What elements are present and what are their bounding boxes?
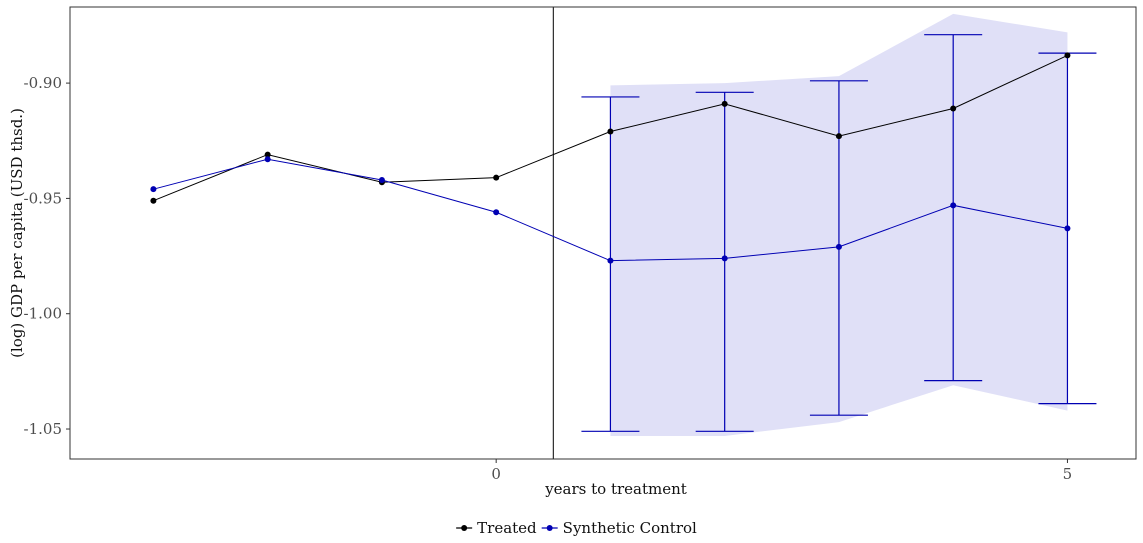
y-tick-label: -1.05: [24, 420, 62, 438]
data-point-synthetic-control: [493, 209, 500, 216]
x-tick-label: 0: [491, 465, 501, 483]
y-tick-label: -0.95: [24, 189, 62, 207]
y-tick-label: -1.00: [24, 305, 62, 323]
error-bar-layer: [581, 34, 1097, 432]
data-point-synthetic-control: [1064, 225, 1071, 232]
y-axis: -0.90 -0.95 -1.00 -1.05: [24, 74, 70, 438]
data-point-synthetic-control: [264, 156, 271, 163]
legend-key-point: [461, 525, 468, 531]
error-bar: [695, 91, 754, 432]
data-point-synthetic-control: [835, 243, 842, 250]
y-tick-label: -0.90: [24, 74, 62, 92]
data-point-synthetic-control: [150, 186, 157, 193]
y-axis-title: (log) GDP per capita (USD thsd.): [8, 108, 26, 358]
data-point-treated: [150, 197, 157, 204]
data-point-treated: [607, 128, 614, 135]
legend: Treated Synthetic Control: [456, 519, 697, 537]
data-point-synthetic-control: [378, 176, 385, 183]
x-tick-label: 5: [1063, 465, 1073, 483]
series-synthetic-control: [150, 156, 1071, 264]
plot-panel-border: [69, 6, 1137, 460]
series-layer: [150, 52, 1071, 264]
error-bar: [581, 96, 640, 432]
data-point-treated: [835, 133, 842, 140]
data-point-treated: [721, 100, 728, 107]
data-point-synthetic-control: [950, 202, 957, 209]
data-point-treated: [950, 105, 957, 112]
legend-label-treated: Treated: [477, 519, 537, 537]
data-point-treated: [264, 151, 271, 158]
data-point-synthetic-control: [607, 257, 614, 264]
data-point-treated: [1064, 52, 1071, 59]
data-point-synthetic-control: [721, 255, 728, 262]
x-axis-title: years to treatment: [544, 480, 687, 498]
data-point-treated: [493, 174, 500, 181]
legend-item-synthetic-control: Synthetic Control: [541, 519, 697, 537]
legend-label-synthetic-control: Synthetic Control: [563, 519, 697, 537]
legend-key-point: [546, 525, 553, 531]
legend-item-treated: Treated: [456, 519, 537, 537]
